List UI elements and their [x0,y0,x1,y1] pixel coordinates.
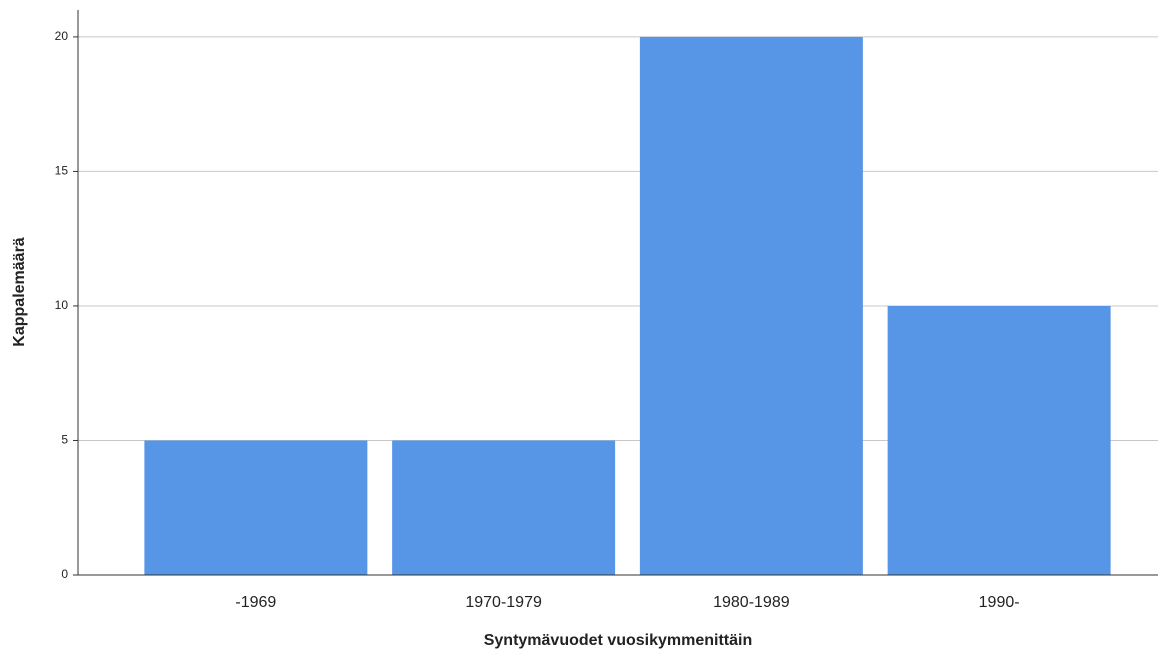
bar [639,36,863,575]
x-tick-label: 1990- [979,594,1020,611]
y-tick-label: 0 [61,567,68,581]
bar [392,440,616,575]
y-tick-label: 10 [55,298,69,312]
y-tick-label: 15 [55,164,69,178]
bar [144,440,368,575]
y-axis-title: Kappalemäärä [11,237,28,346]
bar [887,305,1111,575]
x-tick-label: 1980-1989 [713,594,790,611]
x-tick-label: -1969 [235,594,276,611]
x-axis-title: Syntymävuodet vuosikymmenittäin [484,632,753,649]
x-tick-label: 1970-1979 [465,594,542,611]
y-tick-label: 5 [61,433,68,447]
y-tick-label: 20 [55,29,69,43]
